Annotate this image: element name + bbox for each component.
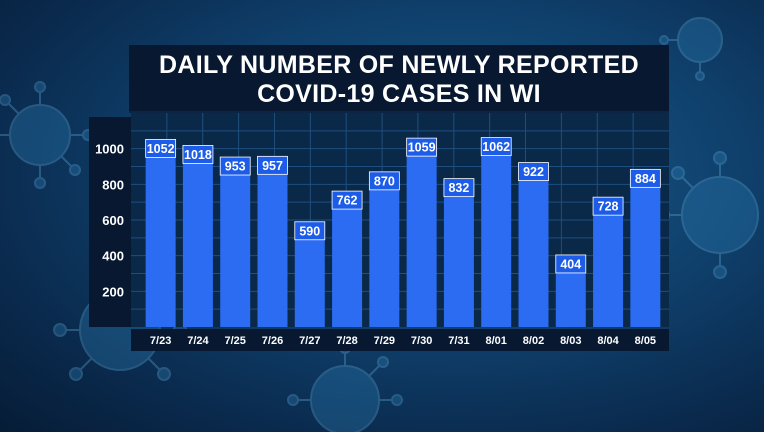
y-tick-label: 800: [102, 177, 124, 192]
chart-title-line-1: DAILY NUMBER OF NEWLY REPORTED: [159, 51, 639, 79]
y-axis-panel: [89, 117, 131, 327]
bar-value-box: [592, 196, 624, 216]
x-tick-label: 7/27: [299, 335, 320, 347]
bar: [481, 137, 512, 327]
bar-value-box: [555, 254, 587, 274]
bar-value-label: 922: [523, 165, 544, 179]
x-tick-label: 8/05: [635, 335, 656, 347]
bar: [593, 197, 624, 327]
bar-value-box: [518, 162, 549, 181]
bar-value-label: 1062: [482, 140, 510, 154]
x-tick-label: 7/28: [336, 335, 357, 347]
bar-value-label: 728: [598, 200, 619, 214]
bar-value-label: 884: [635, 172, 656, 186]
y-tick-label: 1000: [95, 142, 124, 157]
x-tick-label: 7/23: [150, 335, 171, 347]
chart-title-box: DAILY NUMBER OF NEWLY REPORTED COVID-19 …: [129, 45, 669, 113]
x-tick-label: 7/31: [448, 335, 469, 347]
y-tick-label: 600: [102, 213, 124, 228]
bar-value-label: 1059: [408, 141, 436, 155]
bar: [332, 191, 363, 327]
bar-value-label: 1018: [184, 148, 212, 162]
x-tick-label: 7/25: [225, 335, 246, 347]
x-tick-label: 8/04: [597, 335, 619, 347]
bar: [369, 171, 400, 327]
bar: [145, 139, 176, 327]
bar-value-label: 870: [374, 174, 395, 188]
bar-value-label: 1052: [147, 142, 175, 156]
chart-title-line-2: COVID-19 CASES IN WI: [257, 80, 541, 108]
bar-value-label: 957: [262, 159, 283, 173]
bar-value-box: [257, 155, 288, 175]
bar: [182, 145, 213, 327]
x-tick-label: 7/24: [187, 335, 209, 347]
bar: [518, 162, 549, 327]
bar-value-box: [406, 137, 438, 157]
bar-value-box: [480, 137, 512, 157]
bar-value-box: [368, 171, 400, 191]
bar-value-label: 832: [448, 181, 469, 195]
bar-value-box: [629, 168, 661, 188]
bar-value-label: 762: [337, 194, 358, 208]
bar-value-label: 590: [299, 224, 320, 238]
bar-value-box: [331, 190, 363, 210]
x-tick-label: 7/29: [374, 335, 395, 347]
x-tick-label: 8/01: [486, 335, 507, 347]
bar-value-label: 953: [225, 160, 246, 174]
y-tick-label: 400: [102, 249, 124, 264]
bar-value-box: [182, 145, 214, 164]
x-tick-label: 8/03: [560, 335, 581, 347]
x-tick-label: 7/30: [411, 335, 432, 347]
y-tick-label: 200: [102, 284, 124, 299]
bar: [443, 178, 474, 327]
bar-value-label: 404: [560, 257, 581, 271]
coronavirus-icon: [659, 17, 723, 81]
x-axis-panel: [131, 329, 669, 351]
x-tick-label: 7/26: [262, 335, 283, 347]
bar-value-box: [294, 221, 326, 241]
x-tick-label: 8/02: [523, 335, 544, 347]
bar: [220, 157, 251, 327]
bar: [257, 156, 288, 327]
bar: [630, 169, 661, 327]
bar-value-box: [443, 178, 475, 198]
bar: [406, 138, 437, 327]
coronavirus-icon: [0, 81, 94, 189]
bar-value-box: [145, 138, 177, 158]
bar-value-box: [219, 156, 251, 176]
